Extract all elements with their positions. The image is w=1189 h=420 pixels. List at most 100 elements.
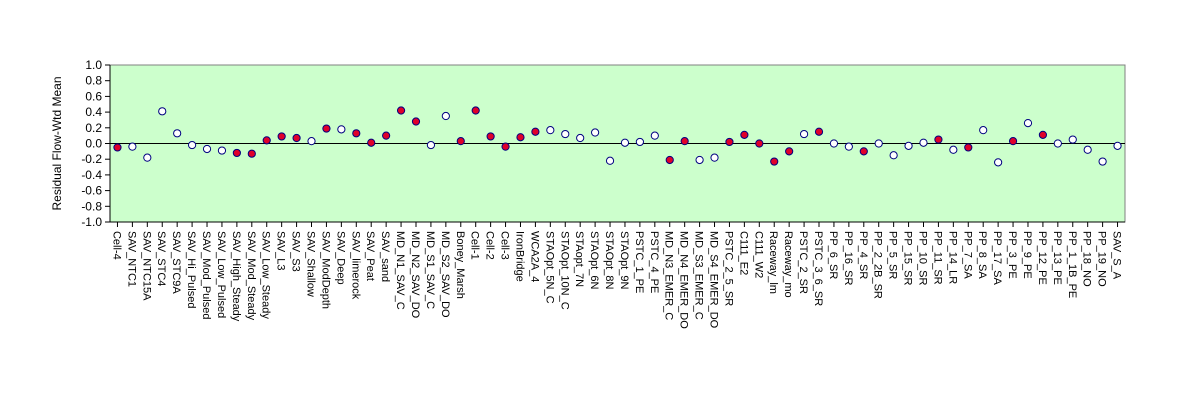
data-point xyxy=(949,145,958,154)
x-tick-label: C111_W2 xyxy=(752,231,764,278)
data-point xyxy=(994,158,1003,167)
y-tick-label: -0.4 xyxy=(81,168,102,182)
x-tick-label: STAOpt_6N xyxy=(588,231,600,290)
x-tick-label: SAV_NTC15A xyxy=(140,231,152,301)
data-point xyxy=(292,133,301,143)
data-point xyxy=(113,143,122,152)
x-tick-label: PP_12_PE xyxy=(1036,231,1048,285)
x-tick-label: STAopt_7N xyxy=(573,231,585,287)
x-tick-label: PP_6_SR xyxy=(827,231,839,279)
data-point xyxy=(173,129,182,138)
x-tick-label: MD_N4_EMER_DO xyxy=(678,231,690,329)
x-tick-label: SAV_Low_Steady xyxy=(260,231,272,319)
x-tick-label: PP_11_SR xyxy=(931,231,943,285)
data-point xyxy=(561,129,570,139)
x-tick-label: SAV_Low_Pulsed xyxy=(215,231,227,318)
data-point xyxy=(426,140,436,150)
data-point xyxy=(411,117,421,126)
x-tick-label: PP_16_SR xyxy=(842,231,854,285)
x-tick-label: SAV_STC4 xyxy=(155,231,167,286)
x-tick-label: PP_13_PE xyxy=(1051,231,1063,285)
data-point xyxy=(546,126,555,135)
x-tick-label: PP_15_SR xyxy=(902,231,914,285)
x-tick-label: PSTC_4_PE xyxy=(648,231,660,293)
data-point xyxy=(1113,141,1122,150)
data-point xyxy=(217,146,227,155)
x-tick-label: MD_N2_SAV_DO xyxy=(409,231,421,319)
data-point xyxy=(755,139,764,148)
y-tick-label: 0.4 xyxy=(85,105,102,119)
x-tick-label: PP_10_SR xyxy=(916,231,928,285)
x-tick-label: SAV_STC9A xyxy=(170,231,182,294)
data-point xyxy=(814,127,824,136)
data-point xyxy=(128,142,137,151)
data-point xyxy=(650,131,659,140)
data-point xyxy=(665,155,674,165)
x-tick-label: Raceway_mo xyxy=(782,231,794,298)
data-point xyxy=(367,138,376,147)
data-point xyxy=(516,133,525,142)
data-point xyxy=(1098,157,1107,166)
y-tick-label: 0.2 xyxy=(85,121,102,135)
y-tick-label: 0.8 xyxy=(85,74,102,88)
data-point xyxy=(1023,118,1033,128)
data-point xyxy=(1008,137,1018,146)
data-point xyxy=(799,129,809,139)
data-point xyxy=(576,133,585,143)
y-tick-label: -0.6 xyxy=(81,184,102,198)
data-point xyxy=(889,151,898,160)
x-tick-label: PP_7_SA xyxy=(961,231,973,279)
data-point xyxy=(322,124,331,133)
data-point xyxy=(337,125,346,134)
x-tick-label: IronBridge xyxy=(513,231,525,282)
data-point xyxy=(979,126,988,135)
data-point xyxy=(635,137,644,147)
data-point xyxy=(785,147,794,156)
data-point xyxy=(740,130,749,139)
x-tick-label: PP_5_SR xyxy=(887,231,899,279)
x-tick-label: SAV_Mod_Pulsed xyxy=(200,231,212,319)
x-tick-label: MD_S1_SAV_C xyxy=(424,231,436,309)
data-point xyxy=(262,136,271,145)
data-point xyxy=(934,135,943,144)
x-tick-label: SAV_S3 xyxy=(290,231,302,272)
data-point xyxy=(725,137,734,147)
x-tick-label: Cell-3 xyxy=(499,231,511,260)
data-point xyxy=(352,129,361,138)
x-tick-label: MD_N3_EMER_C xyxy=(663,231,675,320)
data-point xyxy=(531,127,540,136)
x-tick-label: PP_1_1B_PE xyxy=(1066,231,1078,298)
x-tick-label: SAV_sand xyxy=(379,231,391,282)
x-tick-label: Cell-1 xyxy=(469,231,481,260)
x-tick-label: SAV_limerock xyxy=(349,231,361,300)
x-tick-label: SAV_NTC1 xyxy=(125,231,137,287)
data-point xyxy=(919,138,928,147)
x-tick-label: SAV_Peat xyxy=(364,231,376,281)
y-tick-label: -0.2 xyxy=(81,152,102,166)
data-point xyxy=(904,141,913,150)
x-tick-label: PSTC_2_SR xyxy=(797,231,809,294)
x-tick-label: SAV_S_A xyxy=(1111,231,1123,280)
y-axis-title: Residual Flow-Wtd Mean xyxy=(50,76,64,210)
x-tick-label: SAV_Hi_Pulsed xyxy=(185,231,197,308)
y-tick-label: -0.8 xyxy=(81,199,102,213)
x-tick-label: STAOpt_8N xyxy=(603,231,615,290)
x-tick-label: MD_S3_EMER_C xyxy=(693,231,705,320)
x-tick-label: Raceway_lm xyxy=(767,231,779,294)
x-tick-label: PSTC_2_5_SR xyxy=(722,231,734,306)
data-point xyxy=(501,142,510,151)
x-tick-label: WCA2A_4 xyxy=(528,231,540,282)
data-point xyxy=(382,131,391,140)
data-point xyxy=(680,137,689,146)
x-tick-label: Cell-4 xyxy=(110,231,122,260)
x-tick-label: SAV_L3 xyxy=(275,231,287,271)
y-tick-label: 1.0 xyxy=(85,58,102,72)
data-point xyxy=(859,147,868,156)
x-tick-label: PP_17_SA xyxy=(991,231,1003,285)
x-tick-label: MD_S4_EMER_DO xyxy=(708,231,720,329)
y-tick-label: -1.0 xyxy=(81,215,102,229)
x-tick-label: PP_3_PE xyxy=(1006,231,1018,279)
x-tick-label: SAV_Shallow xyxy=(305,231,317,297)
x-tick-label: MD_S2_SAV_DO xyxy=(439,231,451,318)
data-point xyxy=(829,139,839,148)
